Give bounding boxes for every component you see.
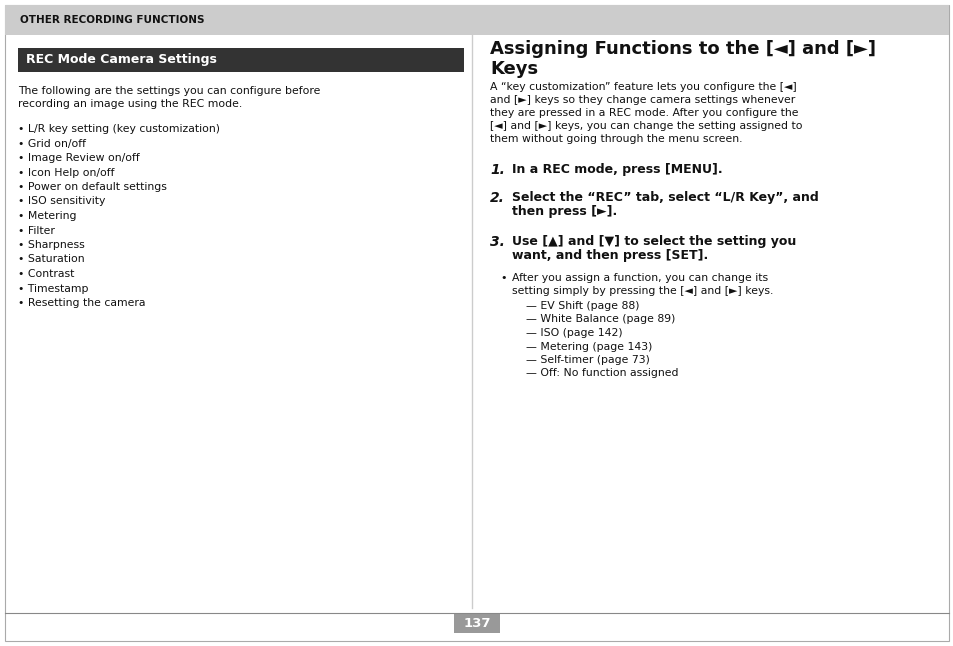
Text: • Power on default settings: • Power on default settings <box>18 182 167 192</box>
Text: The following are the settings you can configure before: The following are the settings you can c… <box>18 86 320 96</box>
Text: — Off: No function assigned: — Off: No function assigned <box>525 368 678 379</box>
Text: • Resetting the camera: • Resetting the camera <box>18 298 146 308</box>
Text: 2.: 2. <box>490 191 504 205</box>
Text: • ISO sensitivity: • ISO sensitivity <box>18 196 105 207</box>
Text: • Sharpness: • Sharpness <box>18 240 85 250</box>
Text: — White Balance (page 89): — White Balance (page 89) <box>525 315 675 324</box>
Bar <box>18 48 463 72</box>
Text: Keys: Keys <box>490 60 537 78</box>
Text: Assigning Functions to the [◄] and [►]: Assigning Functions to the [◄] and [►] <box>490 40 875 58</box>
Text: After you assign a function, you can change its: After you assign a function, you can cha… <box>512 273 767 283</box>
Text: • Metering: • Metering <box>18 211 76 221</box>
Text: • Image Review on/off: • Image Review on/off <box>18 153 139 163</box>
Text: Use [▲] and [▼] to select the setting you: Use [▲] and [▼] to select the setting yo… <box>512 235 796 248</box>
Text: 137: 137 <box>463 617 490 630</box>
Text: want, and then press [SET].: want, and then press [SET]. <box>512 249 707 262</box>
Bar <box>5 5 948 35</box>
Text: 3.: 3. <box>490 235 504 249</box>
Text: — Metering (page 143): — Metering (page 143) <box>525 342 652 351</box>
Text: • L/R key setting (key customization): • L/R key setting (key customization) <box>18 124 220 134</box>
Text: • Timestamp: • Timestamp <box>18 284 89 293</box>
Text: they are pressed in a REC mode. After you configure the: they are pressed in a REC mode. After yo… <box>490 108 798 118</box>
Text: — ISO (page 142): — ISO (page 142) <box>525 328 622 338</box>
Text: • Icon Help on/off: • Icon Help on/off <box>18 167 114 178</box>
Text: REC Mode Camera Settings: REC Mode Camera Settings <box>26 54 216 67</box>
Text: then press [►].: then press [►]. <box>512 205 617 218</box>
Text: Select the “REC” tab, select “L/R Key”, and: Select the “REC” tab, select “L/R Key”, … <box>512 191 818 204</box>
Text: •: • <box>499 273 506 283</box>
Text: In a REC mode, press [MENU].: In a REC mode, press [MENU]. <box>512 163 721 176</box>
Text: • Filter: • Filter <box>18 225 55 236</box>
Text: • Grid on/off: • Grid on/off <box>18 138 86 149</box>
Text: • Contrast: • Contrast <box>18 269 74 279</box>
Text: and [►] keys so they change camera settings whenever: and [►] keys so they change camera setti… <box>490 95 795 105</box>
Text: A “key customization” feature lets you configure the [◄]: A “key customization” feature lets you c… <box>490 82 796 92</box>
Text: 1.: 1. <box>490 163 504 177</box>
Text: — Self-timer (page 73): — Self-timer (page 73) <box>525 355 649 365</box>
Text: setting simply by pressing the [◄] and [►] keys.: setting simply by pressing the [◄] and [… <box>512 286 773 296</box>
Text: — EV Shift (page 88): — EV Shift (page 88) <box>525 301 639 311</box>
Text: • Saturation: • Saturation <box>18 255 85 264</box>
Text: [◄] and [►] keys, you can change the setting assigned to: [◄] and [►] keys, you can change the set… <box>490 121 801 131</box>
Text: OTHER RECORDING FUNCTIONS: OTHER RECORDING FUNCTIONS <box>20 15 204 25</box>
Text: recording an image using the REC mode.: recording an image using the REC mode. <box>18 99 242 109</box>
Bar <box>454 614 499 633</box>
Text: them without going through the menu screen.: them without going through the menu scre… <box>490 134 741 144</box>
